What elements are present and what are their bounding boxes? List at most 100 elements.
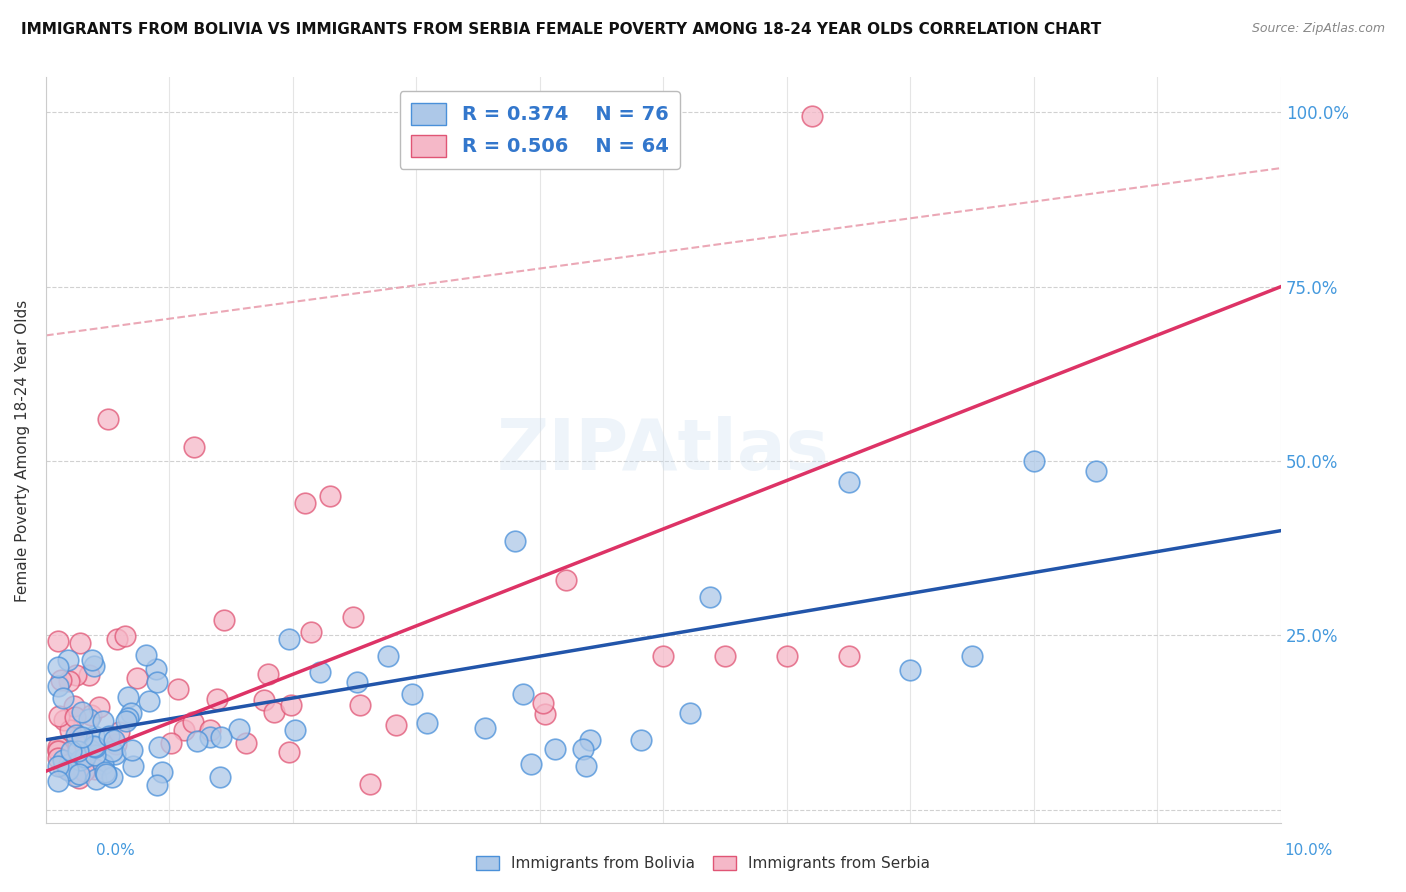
Point [82,653,104,667]
Point [63,769,86,783]
Point [46,744,69,758]
Point [208,770,231,784]
Point [58,763,80,777]
Point [117,690,139,705]
Point [83,729,105,743]
Point [299,625,322,640]
Point [150,764,173,779]
Point [173,723,195,737]
Text: 0.0%: 0.0% [96,843,135,858]
Point [512,687,534,701]
Point [474,721,496,735]
Point [69,636,91,650]
Point [105,632,128,646]
Point [186,733,208,747]
Point [80,708,103,723]
Point [72,764,94,778]
Point [146,675,169,690]
Point [125,671,148,685]
Point [79,743,101,757]
Point [59,723,82,738]
Point [72,706,94,720]
Point [384,718,406,732]
Point [346,675,368,690]
Point [575,758,598,772]
Point [120,706,142,721]
Point [1084,464,1107,478]
Point [205,692,228,706]
Point [544,742,567,756]
Point [83,739,105,754]
Point [94,765,117,780]
Point [83,739,105,753]
Point [115,714,138,728]
Point [183,440,205,454]
Point [98,729,121,743]
Text: 10.0%: 10.0% [1285,843,1333,858]
Point [280,698,302,713]
Point [63,698,86,713]
Point [122,758,145,772]
Point [212,613,235,627]
Point [678,706,700,721]
Point [52,753,75,767]
Point [1022,454,1045,468]
Point [100,770,122,784]
Point [97,412,120,426]
Point [48,708,70,723]
Point [278,744,301,758]
Point [714,649,737,664]
Point [46,743,69,757]
Point [900,663,922,677]
Point [284,723,307,737]
Point [838,649,860,664]
Point [520,757,543,772]
Point [58,673,80,688]
Point [228,722,250,736]
Point [73,749,96,764]
Point [294,496,316,510]
Point [69,753,91,767]
Point [776,649,799,664]
Point [63,709,86,723]
Point [105,737,128,751]
Point [46,739,69,754]
Text: IMMIGRANTS FROM BOLIVIA VS IMMIGRANTS FROM SERBIA FEMALE POVERTY AMONG 18-24 YEA: IMMIGRANTS FROM BOLIVIA VS IMMIGRANTS FR… [21,22,1101,37]
Point [198,723,221,738]
Point [58,756,80,771]
Point [103,732,125,747]
Point [253,692,276,706]
Point [104,747,127,761]
Point [67,766,90,780]
Point [56,762,79,776]
Point [579,733,602,747]
Point [72,730,94,744]
Point [52,713,75,727]
Point [138,694,160,708]
Point [121,743,143,757]
Point [79,667,101,681]
Point [148,739,170,754]
Point [401,687,423,701]
Point [117,711,139,725]
Point [52,690,75,705]
Point [65,728,87,742]
Point [503,534,526,549]
Point [67,744,90,758]
Point [84,772,107,787]
Point [198,730,221,744]
Point [349,698,371,712]
Legend: Immigrants from Bolivia, Immigrants from Serbia: Immigrants from Bolivia, Immigrants from… [470,850,936,877]
Y-axis label: Female Poverty Among 18-24 Year Olds: Female Poverty Among 18-24 Year Olds [15,300,30,601]
Text: Source: ZipAtlas.com: Source: ZipAtlas.com [1251,22,1385,36]
Point [342,610,364,624]
Point [67,772,90,786]
Point [533,706,555,721]
Point [359,777,381,791]
Point [46,679,69,693]
Point [135,648,157,662]
Point [309,665,332,679]
Point [83,659,105,673]
Point [377,649,399,664]
Legend: R = 0.374    N = 76, R = 0.506    N = 64: R = 0.374 N = 76, R = 0.506 N = 64 [399,91,681,169]
